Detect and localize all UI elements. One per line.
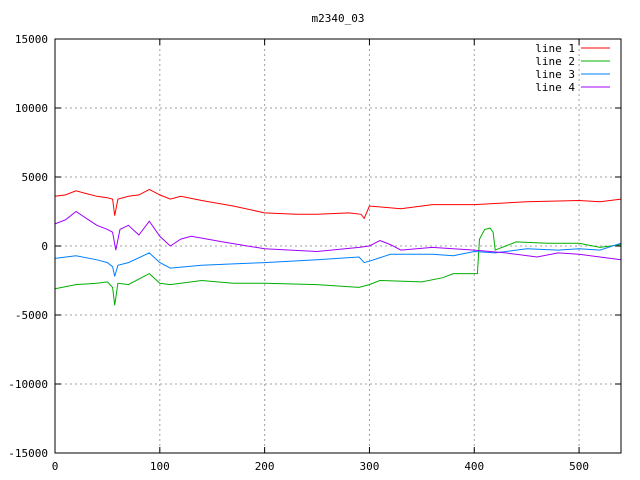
plot-border	[54, 38, 622, 454]
y-tick-label: -10000	[8, 378, 48, 391]
x-tick-label: 400	[464, 460, 484, 473]
x-tick-label: 500	[569, 460, 589, 473]
x-tick-label: 300	[360, 460, 380, 473]
legend-label: line 2	[535, 55, 575, 68]
y-tick-label: 10000	[15, 102, 48, 115]
series-line-2	[54, 227, 622, 306]
series-line-3	[54, 242, 622, 277]
y-tick-label: 15000	[15, 33, 48, 46]
legend-label: line 1	[535, 42, 575, 55]
chart-title: m2340_03	[312, 12, 365, 25]
series-lines	[54, 188, 622, 306]
x-tick-label: 100	[150, 460, 170, 473]
y-tick-label: -5000	[15, 309, 48, 322]
x-tick-label: 200	[255, 460, 275, 473]
x-tick-label: 0	[52, 460, 59, 473]
y-tick-label: 0	[41, 240, 48, 253]
y-tick-label: -15000	[8, 447, 48, 460]
legend-label: line 4	[535, 81, 575, 94]
y-tick-label: 5000	[22, 171, 49, 184]
series-line-1	[54, 188, 622, 220]
series-line-4	[54, 210, 622, 261]
axis-ticks: 0 100 200 300 400 500 -15000 -10000 -5000 0 5000 10…	[8, 33, 621, 473]
grid	[55, 39, 621, 453]
legend-label: line 3	[535, 68, 575, 81]
